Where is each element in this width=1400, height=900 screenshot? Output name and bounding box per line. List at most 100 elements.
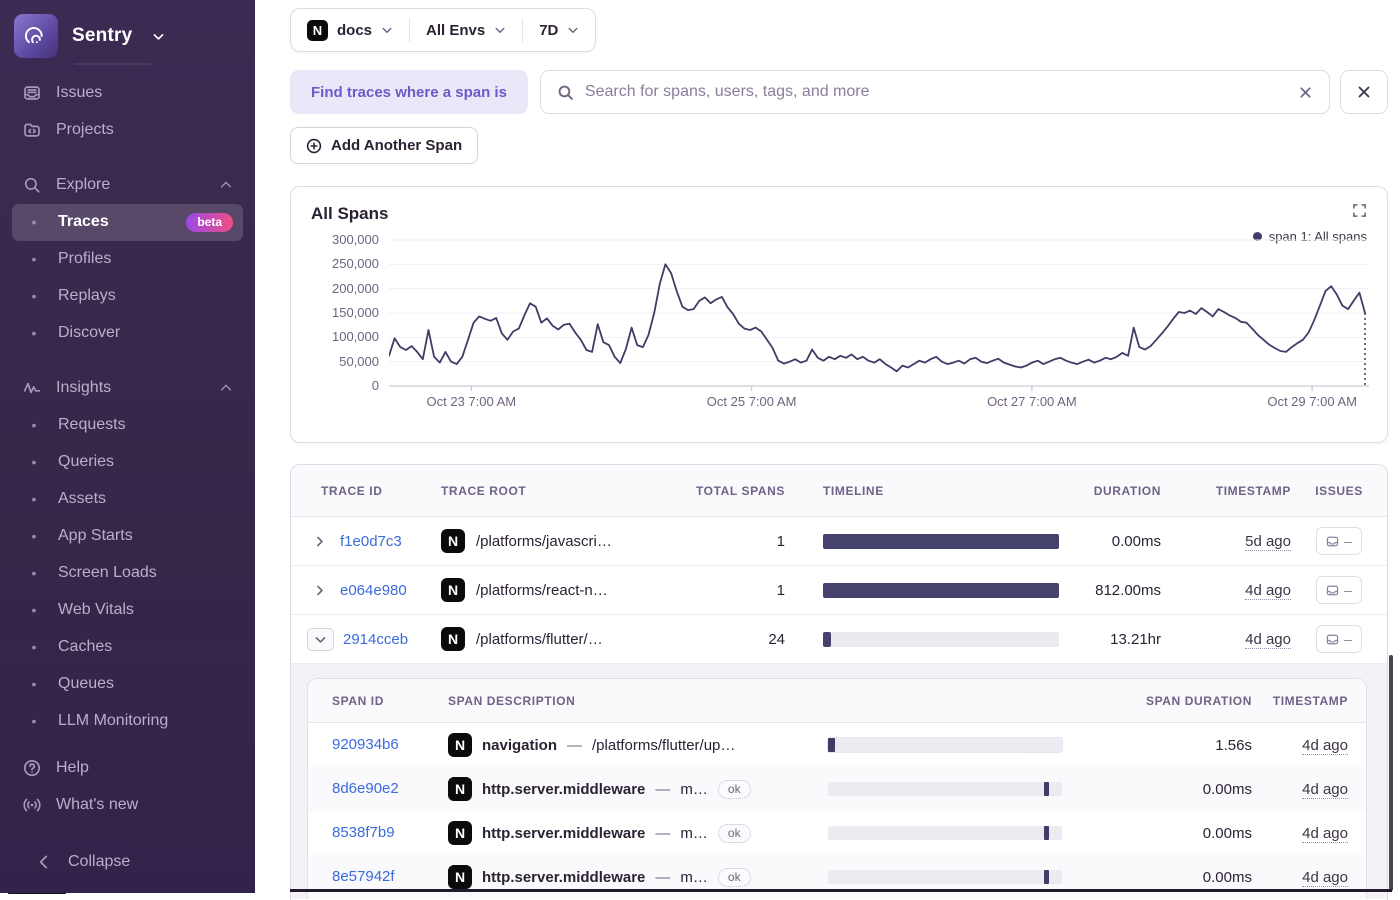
sidebar-item-projects[interactable]: Projects xyxy=(12,112,243,149)
issues-button[interactable]: – xyxy=(1316,625,1362,653)
sentry-logo-icon xyxy=(22,22,50,50)
sidebar-item-insights[interactable]: Insights xyxy=(12,370,243,407)
sidebar-item-label: Replays xyxy=(58,287,116,305)
timestamp-value[interactable]: 4d ago xyxy=(1302,737,1348,755)
span-id-link[interactable]: 8d6e90e2 xyxy=(332,780,399,797)
timestamp-value[interactable]: 4d ago xyxy=(1245,631,1291,649)
timestamp-value[interactable]: 4d ago xyxy=(1245,582,1291,600)
add-another-span-button[interactable]: Add Another Span xyxy=(290,127,478,164)
column-header-timestamp: TIMESTAMP xyxy=(1252,694,1366,708)
span-search-box[interactable] xyxy=(540,70,1330,114)
collapse-row-button[interactable] xyxy=(307,628,334,651)
chevron-up-icon xyxy=(219,178,233,192)
issues-button[interactable]: – xyxy=(1316,576,1362,604)
sidebar-item-help[interactable]: Help xyxy=(12,750,243,787)
clear-search-icon[interactable] xyxy=(1298,85,1313,100)
nextjs-icon: N xyxy=(441,627,465,651)
collapse-button[interactable]: Collapse xyxy=(24,844,231,881)
sidebar-item-app-starts[interactable]: •App Starts xyxy=(12,518,243,555)
timeline-track xyxy=(828,870,1062,884)
trace-id-link[interactable]: e064e980 xyxy=(340,582,407,599)
environment-filter[interactable]: All Envs xyxy=(410,9,522,51)
remove-span-query-button[interactable] xyxy=(1340,70,1388,114)
span-duration: 0.00ms xyxy=(1062,781,1252,798)
sidebar-item-queries[interactable]: •Queries xyxy=(12,444,243,481)
trace-root: /platforms/react-n… xyxy=(476,582,608,599)
sidebar-item-discover[interactable]: •Discover xyxy=(12,315,243,352)
issues-count: – xyxy=(1344,582,1352,598)
timestamp: 4d ago xyxy=(1252,869,1366,886)
timestamp: 5d ago xyxy=(1161,533,1291,550)
sidebar-item-issues[interactable]: Issues xyxy=(12,75,243,112)
expand-row-icon[interactable] xyxy=(307,584,331,597)
timeline-track xyxy=(828,738,1062,752)
sidebar-item-requests[interactable]: •Requests xyxy=(12,407,243,444)
duration: 13.21hr xyxy=(1059,631,1161,648)
project-filter[interactable]: N docs xyxy=(291,9,409,51)
scrollbar-thumb[interactable] xyxy=(1389,655,1393,891)
bullet-icon: • xyxy=(24,491,44,507)
bullet-icon: • xyxy=(24,251,44,267)
span-op: http.server.middleware xyxy=(482,781,645,798)
fullscreen-icon[interactable] xyxy=(1352,203,1367,223)
span-id-link[interactable]: 8e57942f xyxy=(332,868,395,885)
nextjs-icon: N xyxy=(441,529,465,553)
sidebar-item-caches[interactable]: •Caches xyxy=(12,629,243,666)
x-axis-tick-label: Oct 27 7:00 AM xyxy=(987,394,1077,409)
sidebar-item-screen-loads[interactable]: •Screen Loads xyxy=(12,555,243,592)
org-name[interactable]: Sentry xyxy=(72,25,132,47)
org-switcher[interactable]: Sentry xyxy=(0,0,255,58)
sidebar-item-queues[interactable]: •Queues xyxy=(12,666,243,703)
plus-circle-icon xyxy=(306,138,322,154)
trace-id-link[interactable]: f1e0d7c3 xyxy=(340,533,402,550)
nextjs-icon: N xyxy=(441,578,465,602)
timeline-cell xyxy=(828,738,1062,752)
sidebar-item-profiles[interactable]: • Profiles xyxy=(12,241,243,278)
sidebar-item-llm-monitoring[interactable]: •LLM Monitoring xyxy=(12,703,243,740)
sidebar-item-assets[interactable]: •Assets xyxy=(12,481,243,518)
column-header-span-duration: SPAN DURATION xyxy=(1062,694,1252,708)
timestamp: 4d ago xyxy=(1252,781,1366,798)
span-status-badge: ok xyxy=(718,824,751,843)
timestamp: 4d ago xyxy=(1161,631,1291,648)
sidebar-item-label: App Starts xyxy=(58,527,133,545)
sidebar-item-replays[interactable]: •Replays xyxy=(12,278,243,315)
date-range-filter[interactable]: 7D xyxy=(523,9,595,51)
y-axis-tick-label: 50,000 xyxy=(311,354,379,369)
expand-row-icon[interactable] xyxy=(307,535,331,548)
timestamp-value[interactable]: 4d ago xyxy=(1302,869,1348,887)
timestamp-value[interactable]: 4d ago xyxy=(1302,781,1348,799)
timestamp-value[interactable]: 5d ago xyxy=(1245,533,1291,551)
issues-button[interactable]: – xyxy=(1316,527,1362,555)
sidebar-collapse-row: Collapse xyxy=(12,844,243,881)
y-axis-tick-label: 0 xyxy=(311,378,379,393)
timeline-bar xyxy=(828,738,835,752)
column-header-issues: ISSUES xyxy=(1291,484,1387,498)
sidebar-item-explore[interactable]: Explore xyxy=(12,167,243,204)
bullet-icon: • xyxy=(24,417,44,433)
trace-id-link[interactable]: 2914cceb xyxy=(343,631,408,648)
column-header-span-id: SPAN ID xyxy=(308,694,448,708)
sidebar-item-what-s-new[interactable]: What's new xyxy=(12,787,243,824)
span-id-link[interactable]: 920934b6 xyxy=(332,736,399,753)
find-traces-label: Find traces where a span is xyxy=(290,70,528,114)
sidebar-item-label: Issues xyxy=(56,84,102,102)
total-spans: 1 xyxy=(681,582,785,599)
timestamp-value[interactable]: 4d ago xyxy=(1302,825,1348,843)
sidebar-item-web-vitals[interactable]: •Web Vitals xyxy=(12,592,243,629)
sidebar-item-label: Profiles xyxy=(58,250,111,268)
span-id-link[interactable]: 8538f7b9 xyxy=(332,824,395,841)
column-header-trace-root: TRACE ROOT xyxy=(441,484,681,498)
search-input[interactable] xyxy=(585,83,1287,101)
